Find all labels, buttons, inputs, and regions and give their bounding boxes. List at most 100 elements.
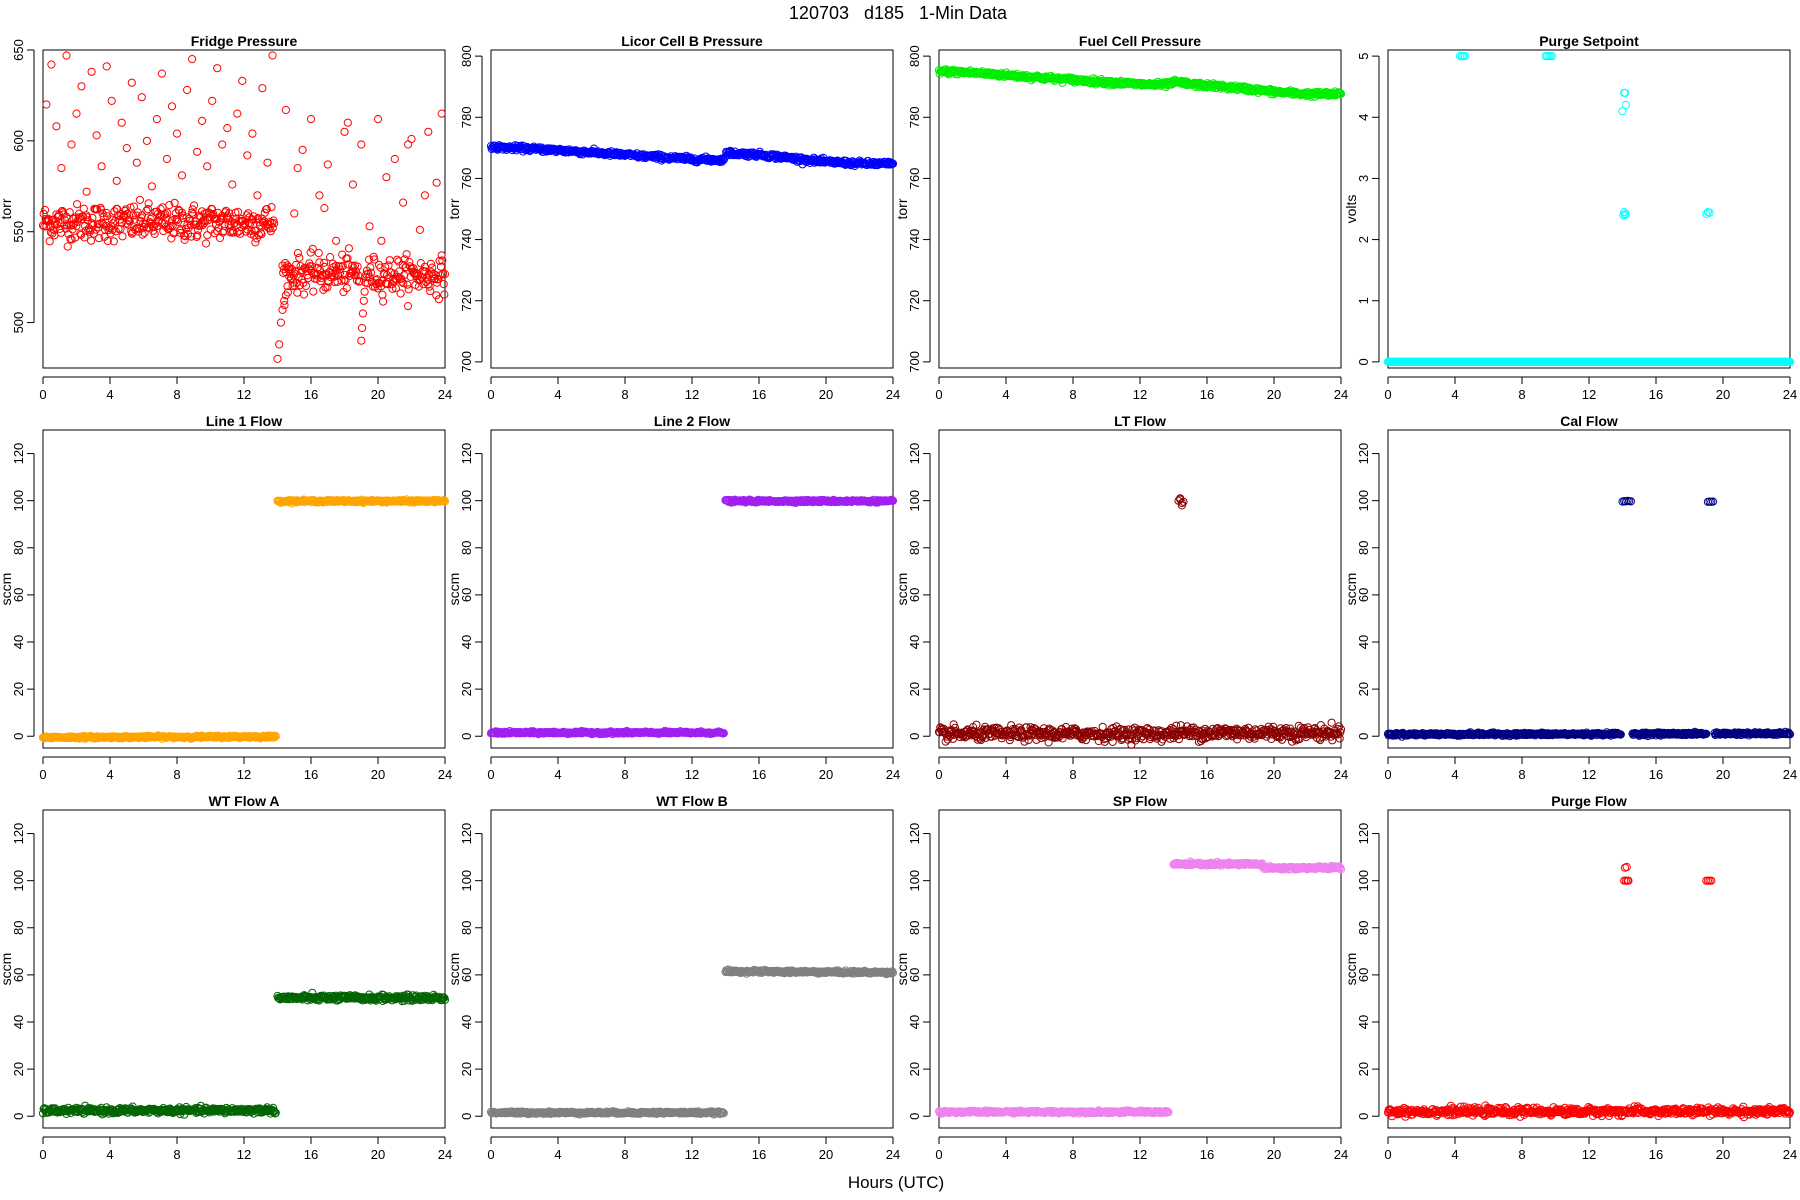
data-point xyxy=(377,236,386,245)
data-point xyxy=(87,219,96,228)
data-point xyxy=(113,204,122,214)
data-point xyxy=(427,268,436,277)
data-point xyxy=(62,51,71,60)
data-point xyxy=(404,140,413,149)
data-point xyxy=(403,280,412,289)
data-point xyxy=(433,275,442,284)
x-tick-label: 20 xyxy=(1267,767,1281,782)
data-point xyxy=(440,290,449,299)
plot-frame xyxy=(938,49,1342,369)
data-point xyxy=(167,102,177,111)
data-point xyxy=(161,210,170,219)
data-point xyxy=(119,212,128,221)
data-point xyxy=(291,260,300,270)
data-point xyxy=(228,180,237,189)
data-point xyxy=(320,258,329,267)
y-tick-label: 720 xyxy=(459,290,474,312)
panel-title: Line 1 Flow xyxy=(206,413,282,429)
y-tick-label: 60 xyxy=(459,588,474,602)
data-point xyxy=(137,93,146,102)
data-point xyxy=(320,204,329,213)
x-tick-label: 20 xyxy=(371,767,385,782)
x-tick-label: 24 xyxy=(1783,387,1797,402)
data-point xyxy=(357,336,366,345)
data-points xyxy=(38,51,450,363)
plot-frame xyxy=(490,429,894,749)
data-point xyxy=(57,164,66,173)
data-point xyxy=(39,209,48,218)
y-tick-label: 20 xyxy=(11,682,26,696)
data-points xyxy=(1383,496,1795,741)
data-point xyxy=(299,278,308,287)
data-point xyxy=(338,262,347,271)
data-point xyxy=(353,262,362,271)
data-point xyxy=(218,140,227,149)
data-point xyxy=(338,250,347,259)
data-point xyxy=(385,256,394,265)
data-point xyxy=(242,227,251,236)
y-tick-label: 650 xyxy=(11,39,26,61)
data-point xyxy=(167,234,176,243)
data-point xyxy=(1620,88,1630,97)
x-tick-label: 16 xyxy=(752,387,766,402)
data-point xyxy=(366,268,376,277)
y-tick-label: 80 xyxy=(1356,541,1371,555)
data-point xyxy=(253,191,262,200)
data-point xyxy=(109,237,118,246)
data-point xyxy=(40,205,50,215)
data-point xyxy=(135,195,144,204)
data-point xyxy=(118,232,127,241)
data-point xyxy=(293,249,302,258)
data-point xyxy=(205,209,215,218)
data-point xyxy=(439,280,448,289)
data-point xyxy=(188,55,197,64)
data-point xyxy=(177,208,187,217)
data-point xyxy=(1618,107,1627,116)
data-point xyxy=(281,105,290,115)
data-point xyxy=(91,225,100,234)
data-point xyxy=(67,140,76,149)
data-point xyxy=(334,262,343,271)
data-point xyxy=(278,305,287,314)
y-tick-label: 780 xyxy=(459,106,474,128)
data-point xyxy=(66,234,75,243)
data-point xyxy=(242,211,251,220)
y-tick-label: 80 xyxy=(11,541,26,555)
x-tick-label: 8 xyxy=(173,387,180,402)
data-points xyxy=(486,495,898,739)
data-point xyxy=(146,214,155,224)
data-point xyxy=(388,284,397,293)
x-tick-label: 8 xyxy=(1518,387,1525,402)
data-point xyxy=(103,236,112,246)
data-point xyxy=(189,201,199,210)
plot-frame xyxy=(42,49,446,369)
y-tick-label: 40 xyxy=(1356,635,1371,649)
x-tick-label: 20 xyxy=(1716,387,1730,402)
data-point xyxy=(364,255,374,264)
data-point xyxy=(299,290,309,299)
data-point xyxy=(440,496,449,505)
x-tick-label: 0 xyxy=(39,387,46,402)
x-tick-label: 20 xyxy=(371,387,385,402)
data-point xyxy=(220,221,229,231)
data-point xyxy=(309,287,318,296)
data-point xyxy=(436,262,446,271)
data-point xyxy=(153,221,162,231)
data-point xyxy=(144,199,153,208)
data-point xyxy=(1336,89,1346,98)
data-point xyxy=(370,255,379,264)
panel-title: Fuel Cell Pressure xyxy=(1079,33,1201,49)
y-tick-label: 5 xyxy=(1356,52,1371,59)
data-point xyxy=(252,226,261,235)
x-tick-label: 24 xyxy=(886,387,900,402)
data-point xyxy=(213,64,222,73)
data-point xyxy=(138,230,147,239)
plot-frame xyxy=(1387,429,1791,749)
data-point xyxy=(390,154,399,164)
y-tick-label: 3 xyxy=(1356,175,1371,182)
data-point xyxy=(378,290,387,299)
data-point xyxy=(72,109,81,118)
data-point xyxy=(236,229,245,238)
data-point xyxy=(348,261,357,270)
